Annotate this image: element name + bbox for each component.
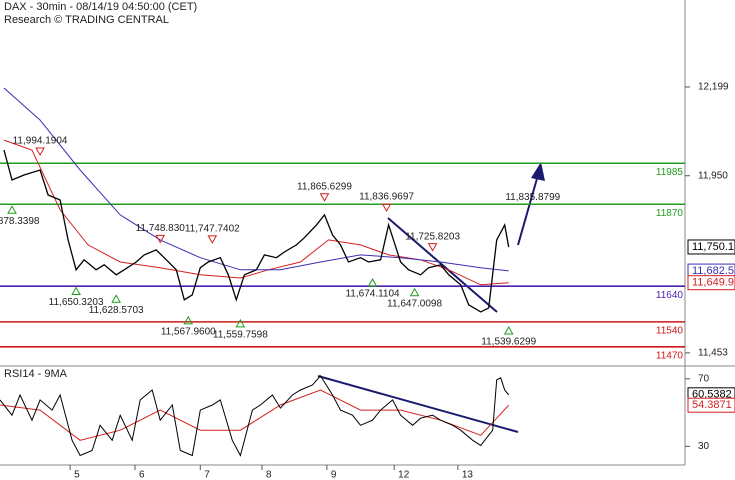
x-tick-label: 13 <box>462 470 474 480</box>
high-marker <box>381 203 392 213</box>
rsi-ma <box>0 389 510 441</box>
low-marker <box>503 325 514 335</box>
annotation-label: 11,835.8799 <box>505 192 560 203</box>
low-marker <box>71 286 81 296</box>
price-tag-label: 54.3871 <box>692 399 732 411</box>
annotation-label: 11,567.9600 <box>161 327 216 338</box>
arrow-head <box>531 162 545 181</box>
level-label: 11870 <box>656 208 684 219</box>
arrow-shaft <box>517 174 539 246</box>
y-tick-label: 12,199 <box>698 82 729 93</box>
low-marker <box>409 287 420 297</box>
price-line <box>3 149 510 313</box>
price-tag <box>687 275 735 291</box>
low-marker <box>235 318 246 328</box>
annotation-label: 11,559.7598 <box>213 329 268 340</box>
rsi-trend-line <box>317 375 519 433</box>
high-marker <box>427 243 438 252</box>
price-tag <box>687 239 735 255</box>
rsi-tick-label: 30 <box>698 441 710 452</box>
trend-line <box>387 217 498 313</box>
chart-title: DAX - 30min - 08/14/19 04:50:00 (CET) <box>4 1 197 13</box>
y-tick-label: 11,453 <box>698 348 728 359</box>
x-tick-label: 7 <box>204 470 210 480</box>
x-tick-label: 5 <box>74 470 80 480</box>
x-tick-label: 9 <box>331 470 337 480</box>
annotation-label: 11,725.8203 <box>405 231 460 242</box>
chart-subtitle: Research © TRADING CENTRAL <box>4 14 169 26</box>
level-label: 11985 <box>656 167 684 178</box>
low-marker <box>183 315 194 325</box>
x-tick-label: 12 <box>398 470 410 480</box>
annotation-label: 11,628.5703 <box>89 305 144 316</box>
rsi-line <box>0 374 510 457</box>
annotation-label: 11,994.1904 <box>13 136 68 147</box>
level-label: 11640 <box>656 290 684 301</box>
price-tag-label: 11,682.5 <box>692 265 734 277</box>
high-marker <box>35 147 45 156</box>
annotation-label: 11,674.1104 <box>345 289 400 300</box>
price-tag <box>687 397 735 413</box>
annotation-label: 11,647.0098 <box>387 298 442 309</box>
high-marker <box>319 193 330 202</box>
x-tick-label: 6 <box>139 470 145 480</box>
annotation-label: 11,836.9697 <box>359 192 414 203</box>
low-marker <box>111 294 122 303</box>
y-tick-label: 11,950 <box>698 170 728 181</box>
low-marker <box>7 205 17 214</box>
annotation-label: 11,748.830 <box>136 223 186 234</box>
annotation-label: 11,878.3398 <box>0 216 40 227</box>
annotation-label: 11,747.7402 <box>185 223 240 234</box>
annotation-label: 11,865.6299 <box>297 181 352 192</box>
low-marker <box>367 278 378 287</box>
level-label: 11470 <box>656 350 684 361</box>
annotation-label: 11,539.6299 <box>481 337 536 348</box>
price-tag-label: 11,750.1 <box>692 241 734 253</box>
x-tick-label: 8 <box>266 470 272 480</box>
rsi-tick-label: 70 <box>698 373 710 384</box>
high-marker <box>207 235 218 244</box>
level-label: 11540 <box>656 326 684 337</box>
moving-average <box>3 87 509 272</box>
price-tag-label: 11,649.9 <box>692 277 734 289</box>
high-marker <box>155 234 166 244</box>
annotation-label: 11,650.3203 <box>49 297 104 308</box>
rsi-title: RSI14 - 9MA <box>4 368 68 380</box>
